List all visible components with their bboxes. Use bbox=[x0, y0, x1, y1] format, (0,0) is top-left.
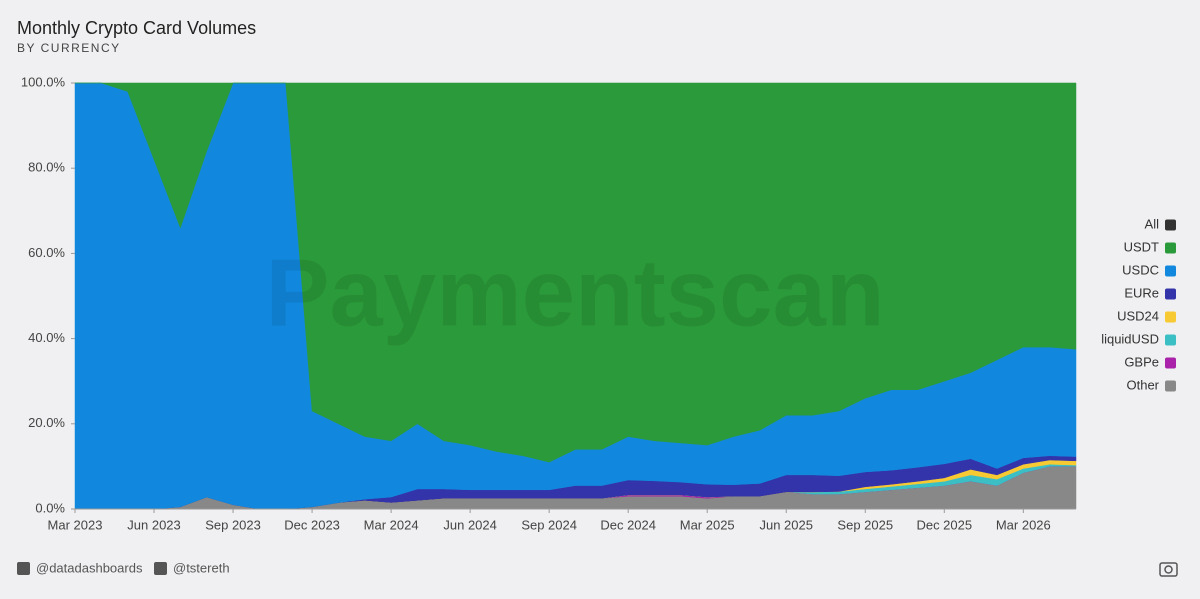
x-tick-label: Jun 2023 bbox=[127, 517, 181, 532]
x-tick-label: Mar 2026 bbox=[996, 517, 1051, 532]
legend-label[interactable]: Other bbox=[1126, 377, 1159, 392]
y-tick-label: 60.0% bbox=[28, 245, 65, 260]
legend-label[interactable]: EURe bbox=[1124, 285, 1159, 300]
x-tick-label: Sep 2024 bbox=[521, 517, 577, 532]
footer-handle[interactable]: @tstereth bbox=[173, 560, 230, 575]
x-tick-label: Mar 2025 bbox=[680, 517, 735, 532]
x-tick-label: Dec 2024 bbox=[600, 517, 656, 532]
x-tick-label: Jun 2024 bbox=[443, 517, 497, 532]
legend-swatch[interactable] bbox=[1165, 219, 1176, 231]
legend-swatch[interactable] bbox=[1165, 265, 1176, 277]
x-logo bbox=[17, 562, 30, 575]
legend-label[interactable]: All bbox=[1145, 216, 1160, 231]
legend-label[interactable]: liquidUSD bbox=[1101, 331, 1159, 346]
x-tick-label: Dec 2023 bbox=[284, 517, 340, 532]
x-tick-label: Mar 2024 bbox=[364, 517, 419, 532]
y-tick-label: 80.0% bbox=[28, 160, 65, 175]
legend-label[interactable]: USDT bbox=[1124, 239, 1159, 254]
y-tick-label: 40.0% bbox=[28, 330, 65, 345]
plot-area: 0.0% 20.0% 40.0% 60.0% 80.0% 100.0% Mar 2023 Ju… bbox=[21, 74, 1176, 532]
watermark: Paymentscan bbox=[266, 239, 885, 346]
x-logo bbox=[154, 562, 167, 575]
legend-swatch[interactable] bbox=[1165, 311, 1176, 323]
legend-swatch[interactable] bbox=[1165, 380, 1176, 392]
x-tick-label: Mar 2023 bbox=[48, 517, 103, 532]
legend: All USDT USDC EURe USD24 liquidUSD GBPe Other bbox=[1101, 216, 1176, 392]
chart-title: Monthly Crypto Card Volumes bbox=[17, 18, 256, 38]
y-tick-label: 20.0% bbox=[28, 415, 65, 430]
chart-subtitle: BY CURRENCY bbox=[17, 41, 121, 55]
y-tick-label: 0.0% bbox=[35, 500, 65, 515]
x-tick-label: Sep 2023 bbox=[205, 517, 261, 532]
legend-label[interactable]: USDC bbox=[1122, 262, 1159, 277]
y-tick-label: 100.0% bbox=[21, 74, 66, 89]
footer-handle[interactable]: @datadashboards bbox=[36, 560, 143, 575]
legend-label[interactable]: GBPe bbox=[1124, 354, 1159, 369]
camera-icon[interactable] bbox=[1159, 562, 1178, 577]
x-tick-label: Jun 2025 bbox=[759, 517, 813, 532]
legend-swatch[interactable] bbox=[1165, 357, 1176, 369]
area bbox=[75, 82, 1077, 463]
x-tick-label: Dec 2025 bbox=[916, 517, 972, 532]
legend-swatch[interactable] bbox=[1165, 334, 1176, 346]
legend-label[interactable]: USD24 bbox=[1117, 308, 1159, 323]
footer: @datadashboards @tstereth bbox=[17, 560, 1178, 577]
legend-swatch[interactable] bbox=[1165, 242, 1176, 254]
legend-swatch[interactable] bbox=[1165, 288, 1176, 300]
x-tick-label: Sep 2025 bbox=[837, 517, 893, 532]
